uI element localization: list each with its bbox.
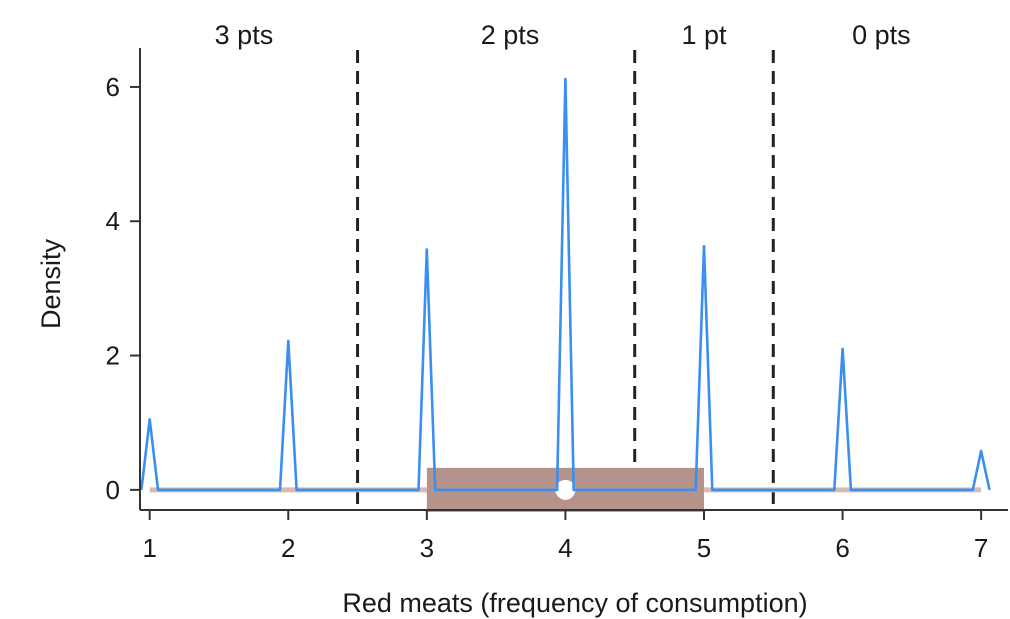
y-tick-label: 6 <box>106 72 120 102</box>
x-tick-label: 4 <box>558 533 572 563</box>
y-tick-label: 4 <box>106 206 120 236</box>
x-tick-label: 5 <box>697 533 711 563</box>
y-axis-title: Density <box>36 238 66 329</box>
axes: 0 2 4 6 1 2 3 4 5 6 7 <box>106 48 1008 563</box>
y-tick-label: 0 <box>106 475 120 505</box>
region-label: 3 pts <box>215 20 274 50</box>
x-tick-label: 6 <box>835 533 849 563</box>
x-tick-label: 3 <box>420 533 434 563</box>
region-label: 0 pts <box>852 20 911 50</box>
region-labels: 3 pts 2 pts 1 pt 0 pts <box>215 20 911 50</box>
boxplot-median <box>555 479 576 500</box>
x-axis-title: Red meats (frequency of consumption) <box>342 588 807 618</box>
density-series <box>140 77 991 492</box>
y-tick-label: 2 <box>106 341 120 371</box>
density-line <box>140 77 991 492</box>
x-tick-label: 7 <box>974 533 988 563</box>
x-tick-label: 2 <box>281 533 295 563</box>
cutoff-lines <box>356 50 775 510</box>
x-tick-label: 1 <box>142 533 156 563</box>
region-label: 1 pt <box>681 20 727 50</box>
region-label: 2 pts <box>481 20 540 50</box>
